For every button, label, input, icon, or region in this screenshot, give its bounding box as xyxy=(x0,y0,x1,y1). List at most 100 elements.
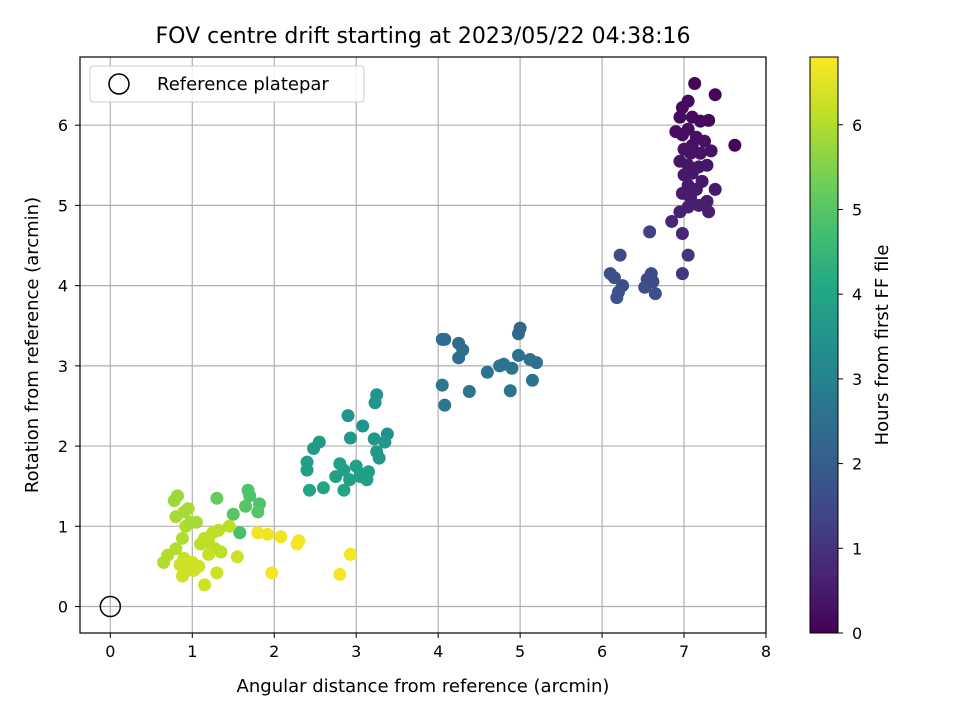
data-point xyxy=(230,550,244,564)
x-tick-label: 5 xyxy=(515,642,525,661)
colorbar-tick-label: 6 xyxy=(852,116,862,135)
colorbar-ticks: 0 1 2 3 4 5 6 xyxy=(838,116,862,643)
data-point xyxy=(435,378,449,392)
data-point xyxy=(708,182,722,196)
data-point xyxy=(607,271,621,285)
x-tick-label: 7 xyxy=(679,642,689,661)
data-point xyxy=(378,435,392,449)
data-point xyxy=(307,441,321,455)
y-tick-label: 2 xyxy=(58,437,68,456)
data-point xyxy=(368,396,382,410)
data-points xyxy=(157,76,742,592)
data-point xyxy=(610,291,624,305)
data-point xyxy=(530,356,544,370)
data-point xyxy=(343,431,357,445)
data-point xyxy=(480,365,494,379)
data-point xyxy=(681,122,695,136)
data-point xyxy=(265,566,279,580)
colorbar-tick-label: 5 xyxy=(852,200,862,219)
colorbar-tick-label: 2 xyxy=(852,455,862,474)
data-point xyxy=(173,558,187,572)
data-point xyxy=(684,146,698,160)
data-point xyxy=(302,483,316,497)
data-point xyxy=(222,519,236,533)
data-point xyxy=(665,214,679,228)
data-point xyxy=(673,205,687,219)
data-point xyxy=(167,494,181,508)
x-tick-label: 2 xyxy=(269,642,279,661)
colorbar-tick-label: 0 xyxy=(852,624,862,643)
data-point xyxy=(708,88,722,102)
data-point xyxy=(675,267,689,281)
data-point xyxy=(202,547,216,561)
y-tick-label: 6 xyxy=(58,116,68,135)
data-point xyxy=(643,225,657,239)
plot-frame xyxy=(79,56,767,634)
y-tick-label: 5 xyxy=(58,196,68,215)
data-point xyxy=(157,555,171,569)
y-axis-label: Rotation from reference (arcmin) xyxy=(22,197,43,493)
data-point xyxy=(251,526,265,540)
colorbar-label: Hours from first FF file xyxy=(872,245,893,446)
data-point xyxy=(239,499,253,513)
data-point xyxy=(675,226,689,240)
x-axis: 0 1 2 3 4 5 6 7 8 xyxy=(105,633,771,661)
y-tick-label: 0 xyxy=(58,598,68,617)
x-tick-label: 1 xyxy=(187,642,197,661)
data-point xyxy=(692,198,706,212)
data-point xyxy=(438,398,452,412)
data-point xyxy=(638,280,652,294)
x-axis-label: Angular distance from reference (arcmin) xyxy=(237,676,610,697)
data-point xyxy=(688,76,702,90)
colorbar-gradient xyxy=(809,56,839,634)
colorbar-tick-label: 4 xyxy=(852,285,862,304)
data-point xyxy=(505,361,519,375)
data-point xyxy=(698,134,712,148)
y-tick-label: 3 xyxy=(58,357,68,376)
colorbar: 0 1 2 3 4 5 6 Hours from first FF file xyxy=(809,56,893,643)
data-point xyxy=(356,419,370,433)
data-point xyxy=(613,248,627,262)
data-point xyxy=(372,451,386,465)
data-point xyxy=(681,248,695,262)
x-tick-label: 0 xyxy=(105,642,115,661)
y-tick-label: 1 xyxy=(58,517,68,536)
legend-marker-icon xyxy=(108,73,130,95)
y-tick-label: 4 xyxy=(58,277,68,296)
colorbar-tick-label: 1 xyxy=(852,539,862,558)
data-point xyxy=(452,351,466,365)
legend-label: Reference platepar xyxy=(157,74,329,95)
data-point xyxy=(704,144,718,158)
data-point xyxy=(329,470,343,484)
data-point xyxy=(702,205,716,219)
data-point xyxy=(511,348,525,362)
data-point xyxy=(693,146,707,160)
data-point xyxy=(175,569,189,583)
data-point xyxy=(316,481,330,495)
data-point xyxy=(226,507,240,521)
data-point xyxy=(677,168,691,182)
data-point xyxy=(648,287,662,301)
data-point xyxy=(243,489,257,503)
data-point xyxy=(184,515,198,529)
data-point xyxy=(343,547,357,561)
data-point xyxy=(290,537,304,551)
data-point xyxy=(169,510,183,524)
data-point xyxy=(673,110,687,124)
data-point xyxy=(343,473,357,487)
data-point xyxy=(341,409,355,423)
x-tick-label: 6 xyxy=(597,642,607,661)
data-point xyxy=(212,523,226,537)
reference-marker xyxy=(99,595,122,618)
x-tick-label: 4 xyxy=(433,642,443,661)
data-point xyxy=(233,526,247,540)
x-tick-label: 3 xyxy=(351,642,361,661)
data-point xyxy=(462,385,476,399)
colorbar-tick-label: 3 xyxy=(852,370,862,389)
data-point xyxy=(274,530,288,544)
data-point xyxy=(337,483,351,497)
data-point xyxy=(525,373,539,387)
data-point xyxy=(511,327,525,341)
grid xyxy=(80,57,767,633)
